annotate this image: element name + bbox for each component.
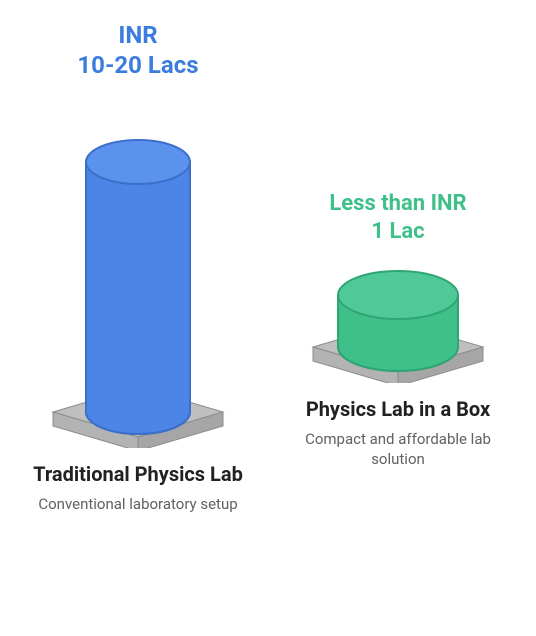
left-price-label: INR 10-20 Lacs — [77, 20, 198, 80]
left-column: INR 10-20 Lacs Traditional Physics Lab C… — [28, 20, 248, 515]
left-title: Traditional Physics Lab — [33, 462, 243, 487]
left-cylinder-svg — [28, 88, 248, 448]
comparison-container: INR 10-20 Lacs Traditional Physics Lab C… — [0, 0, 536, 515]
right-subtitle: Compact and affordable lab solution — [288, 430, 508, 469]
right-price-line2: 1 Lac — [329, 218, 466, 246]
right-price-line1: Less than INR — [329, 190, 466, 218]
right-price-label: Less than INR 1 Lac — [329, 190, 466, 245]
left-subtitle: Conventional laboratory setup — [38, 495, 237, 515]
right-graphic — [288, 253, 508, 383]
left-price-line2: 10-20 Lacs — [77, 50, 198, 80]
right-cylinder-svg — [288, 253, 508, 383]
right-title: Physics Lab in a Box — [306, 397, 490, 422]
left-graphic — [28, 88, 248, 448]
right-column: Less than INR 1 Lac Physics Lab in a Box… — [288, 20, 508, 515]
left-price-line1: INR — [77, 20, 198, 50]
